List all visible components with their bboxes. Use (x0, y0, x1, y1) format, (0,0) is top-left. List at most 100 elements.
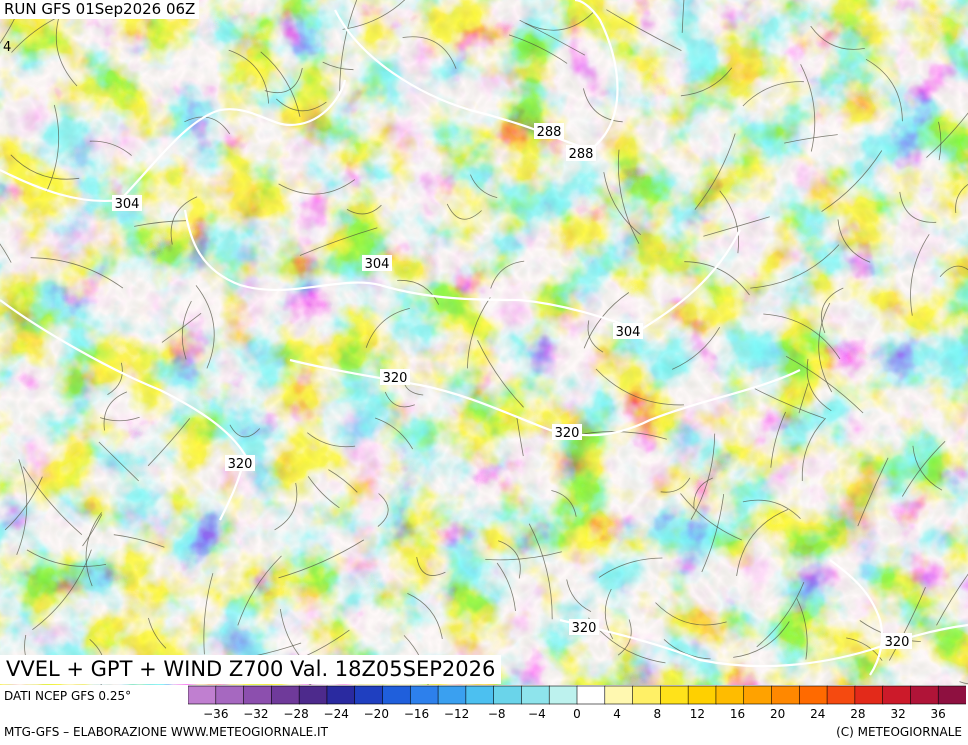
streamline (0, 15, 17, 44)
streamline (147, 418, 191, 467)
colorbar-swatch (548, 685, 578, 705)
colorbar-swatch (715, 685, 745, 705)
streamline (161, 312, 202, 343)
contour-label-bg (112, 195, 142, 211)
streamline (865, 58, 903, 122)
colorbar-swatch (632, 685, 662, 705)
contour-label: 320 (383, 371, 408, 386)
streamline (770, 411, 786, 468)
streamline (16, 459, 28, 555)
streamline (525, 11, 594, 31)
colorbar-swatch (493, 685, 523, 705)
streamline (467, 297, 491, 369)
streamline (912, 445, 943, 491)
streamline (750, 244, 840, 289)
streamline (99, 416, 140, 422)
colorbar-swatch (882, 685, 912, 705)
streamline (603, 172, 641, 236)
streamline (680, 493, 742, 541)
streamline (89, 140, 132, 156)
streamline (798, 383, 809, 414)
colorbar-tick-label: 20 (770, 707, 785, 721)
streamline (606, 9, 682, 51)
streamline (959, 681, 968, 685)
contour-label-bg (566, 145, 596, 161)
streamline (278, 179, 356, 195)
streamline (660, 477, 691, 493)
colorbar-swatch (937, 685, 966, 705)
streamline (0, 243, 12, 263)
streamline (618, 149, 640, 244)
colorbar-swatch (826, 685, 856, 705)
streamline (587, 320, 604, 353)
streamline (598, 557, 663, 578)
colorbar-tick-label: −16 (404, 707, 429, 721)
streamline (32, 549, 92, 631)
streamline (701, 494, 725, 573)
streamline (939, 265, 968, 278)
streamline (703, 216, 770, 237)
streamline (551, 490, 577, 517)
contour-label: 288 (537, 125, 562, 140)
colorbar-tick-label: 16 (730, 707, 745, 721)
contour-label: 304 (616, 325, 641, 340)
legend-area: DATI NCEP GFS 0.25° −36 −32 −28 −24 −20 −16 −1… (0, 685, 968, 745)
streamline (926, 112, 968, 158)
streamline (134, 220, 187, 227)
streamline (496, 562, 516, 611)
colorbar-tick-label: 36 (931, 707, 946, 721)
contour-label: 304 (115, 197, 140, 212)
contour-label: 304 (365, 257, 390, 272)
contour-label-bg (569, 619, 599, 635)
colorbar-swatch (660, 685, 689, 705)
streamline (384, 391, 415, 408)
streamline (339, 0, 358, 92)
colorbar-swatch (243, 685, 273, 705)
streamline (818, 302, 833, 393)
streamline (103, 391, 128, 431)
streamline (955, 183, 968, 214)
streamline (617, 619, 632, 656)
streamline (490, 260, 525, 289)
colorbar-tick-label: −32 (243, 707, 268, 721)
streamline (477, 340, 524, 408)
streamline (322, 61, 354, 71)
streamline (170, 196, 198, 245)
colorbar-swatch (271, 685, 300, 705)
streamline (719, 190, 739, 254)
streamline (690, 433, 716, 520)
colorbar-tick-label: 32 (890, 707, 905, 721)
streamline (446, 203, 482, 220)
streamline (733, 621, 790, 658)
contour-label-bg (882, 633, 912, 649)
streamline (228, 49, 269, 104)
colorbar-tick-label: 28 (850, 707, 865, 721)
streamline (237, 555, 282, 626)
streamline (901, 441, 946, 497)
contour-label-bg (534, 123, 564, 139)
streamline (260, 51, 301, 117)
texture-overlay (0, 0, 968, 685)
streamline (694, 133, 736, 210)
streamline (203, 573, 214, 655)
run-label: RUN GFS 01Sep2026 06Z (0, 0, 200, 19)
streamline (796, 598, 808, 660)
streamline (763, 313, 841, 360)
streamline (276, 98, 327, 112)
colorbar-swatch (687, 685, 717, 705)
colorbar-swatch (743, 685, 773, 705)
colorbar-tick-label: −20 (364, 707, 389, 721)
streamline (365, 308, 410, 348)
data-source-label: DATI NCEP GFS 0.25° (4, 689, 132, 703)
streamline (346, 204, 382, 215)
footer-copyright: (C) METEOGIORNALE (836, 725, 962, 739)
colorbar-swatch (188, 685, 217, 705)
streamline (229, 424, 261, 438)
colorbar-swatch (437, 685, 467, 705)
streamline (857, 457, 889, 527)
colorbar-tick-label: 24 (810, 707, 825, 721)
streamline (264, 67, 303, 94)
footer-credit: MTG-GFS – ELABORAZIONE WWW.METEOGIORNALE… (4, 725, 328, 739)
streamline (402, 36, 457, 69)
streamline (837, 219, 871, 263)
